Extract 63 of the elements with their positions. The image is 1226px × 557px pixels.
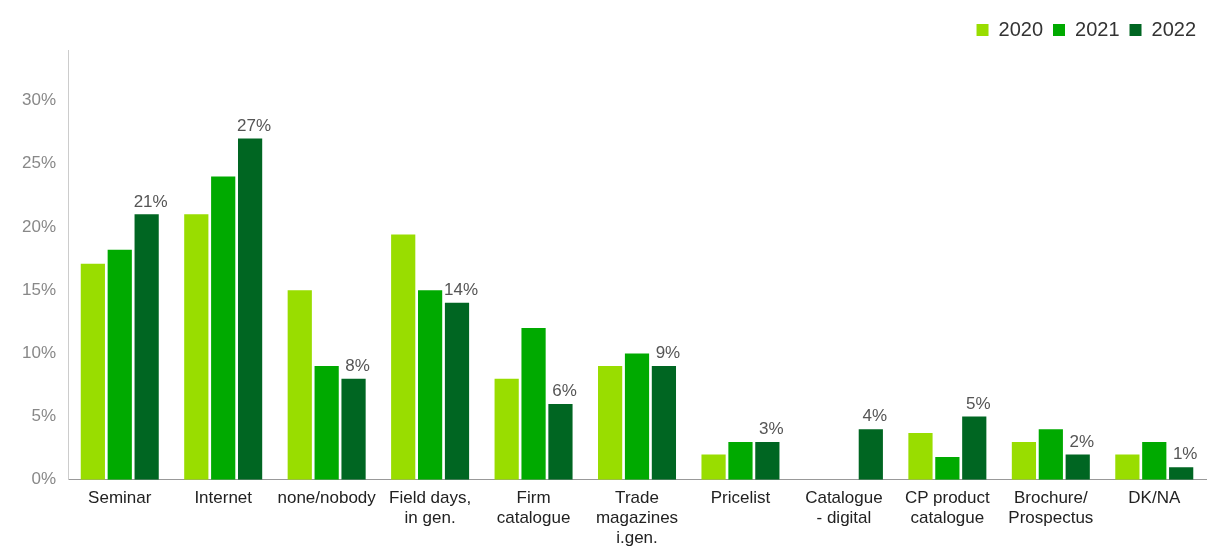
bar [1142,441,1167,480]
x-tick-label: Catalogue - digital [805,487,883,528]
bar [134,214,159,480]
bar [908,433,933,480]
data-label: 21% [133,191,168,211]
bar [211,176,236,480]
bar [287,290,312,480]
bar [341,378,366,480]
bar [1115,454,1140,480]
legend-label: 2021 [1075,17,1120,40]
data-label: 8% [345,355,370,375]
bar [1011,441,1037,480]
x-tick-label: Trade magazines i.gen. [595,487,679,548]
bar [1169,467,1194,480]
legend-label: 2020 [998,17,1044,40]
bar [107,249,132,480]
bar [314,366,339,480]
bar [962,416,987,480]
bar [1065,454,1090,480]
bar [494,378,519,480]
bar [184,214,209,480]
x-tick-label: CP product catalogue [905,487,991,528]
x-tick-label: Firm catalogue [496,487,571,528]
bar [935,457,960,480]
x-tick-label: Brochure/ Prospectus [1008,487,1094,528]
data-label: 14% [443,280,479,300]
bar [728,441,753,480]
bar [391,234,416,480]
y-tick-label: 0% [31,469,57,489]
data-label: 4% [862,406,888,426]
bar [651,366,677,480]
bar [624,353,650,480]
x-tick-label: Field days, in gen. [389,487,472,528]
x-tick-label: DK/NA [1128,487,1181,507]
x-tick-label: none/nobody [277,487,377,507]
data-label: 5% [965,393,991,413]
y-tick-label: 5% [31,406,57,426]
y-tick-label: 15% [21,279,57,299]
data-label: 27% [237,115,272,135]
data-label: 1% [1172,444,1198,464]
bar [80,263,105,480]
bar [598,366,623,480]
data-label: 3% [759,419,784,439]
y-tick-label: 10% [21,343,57,363]
bar [418,290,443,480]
bar [521,328,546,480]
bar [1038,429,1063,480]
bar [444,302,470,480]
bar [755,441,780,480]
y-tick-label: 30% [21,90,57,110]
data-label: 9% [655,343,681,363]
data-label: 2% [1069,431,1095,451]
bar [548,403,573,480]
bar [701,454,726,480]
bar [238,138,263,480]
x-tick-label: Seminar [88,487,152,507]
y-tick-label: 20% [21,216,57,236]
x-tick-label: Pricelist [710,487,771,507]
y-tick-label: 25% [21,153,57,173]
data-label: 6% [552,381,577,401]
x-tick-label: Internet [194,487,253,507]
legend-label: 2022 [1151,17,1197,40]
bar [858,429,883,480]
